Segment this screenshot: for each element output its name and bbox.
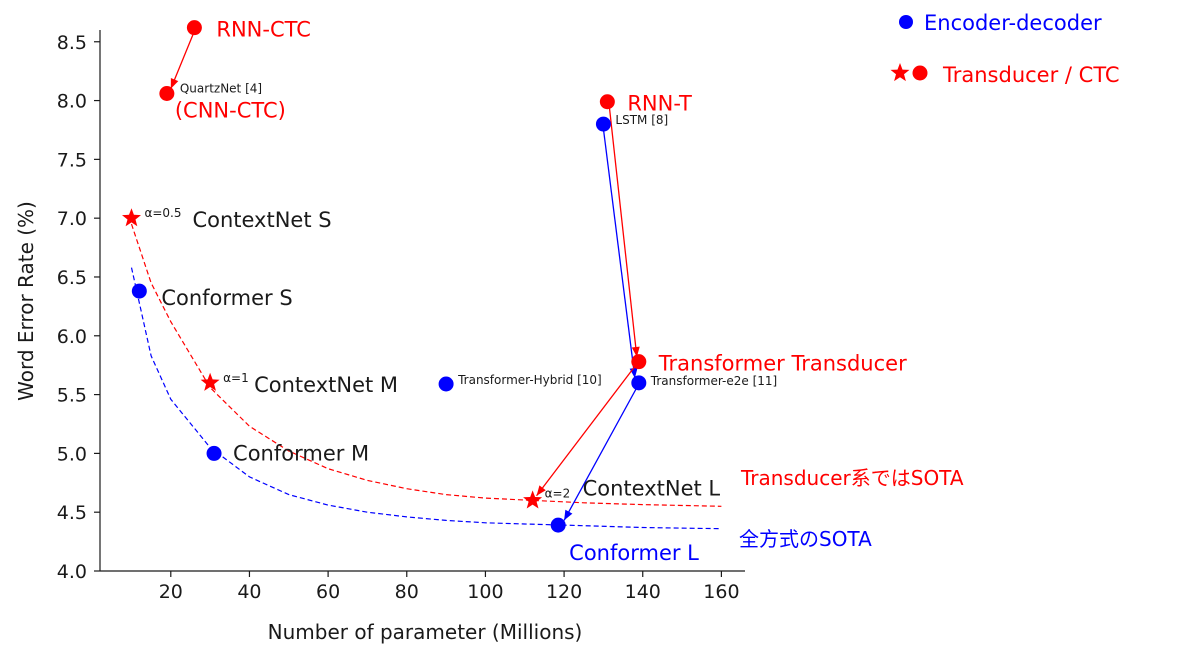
trend-curves xyxy=(130,223,722,530)
arrows xyxy=(170,30,640,521)
conformer-m-point-marker xyxy=(206,445,222,461)
plot-axes xyxy=(99,30,745,572)
rnn-t-point-marker xyxy=(599,94,615,110)
legend-encoder-decoder-label: Encoder-decoder xyxy=(924,11,1102,35)
quartznet-label: QuartzNet [4] xyxy=(180,82,262,96)
y-tick-label: 4.5 xyxy=(57,502,87,524)
x-tick-label: 20 xyxy=(159,581,183,603)
contextnet-m-alpha-label: α=1 xyxy=(223,371,249,385)
legend: Encoder-decoder Transducer / CTC xyxy=(890,11,1120,87)
y-ticks: 4.0 4.5 5.0 5.5 6.0 6.5 7.0 7.5 8.0 8.5 xyxy=(57,32,100,583)
quartznet-sublabel: (CNN-CTC) xyxy=(175,99,286,123)
lstm-to-transformer-e2e-arrow xyxy=(602,128,636,379)
rnn-t-label: RNN-T xyxy=(627,92,692,116)
y-tick-label: 7.0 xyxy=(57,208,87,230)
y-tick-label: 5.5 xyxy=(57,385,87,407)
x-ticks: 20 40 60 80 100 120 140 160 xyxy=(159,571,740,603)
y-tick-label: 7.5 xyxy=(57,149,87,171)
conformer-s-point-marker xyxy=(131,283,147,299)
conformer-m-label: Conformer M xyxy=(233,441,369,465)
legend-transducer-circle-marker xyxy=(912,65,928,81)
transformer-e2e-to-conformer-l-arrowhead xyxy=(564,509,573,521)
contextnet-l-label: ContextNet L xyxy=(583,476,721,500)
y-tick-label: 5.0 xyxy=(57,443,87,465)
x-axis-label: Number of parameter (Millions) xyxy=(268,620,583,644)
x-tick-label: 80 xyxy=(395,581,419,603)
conformer-s-label: Conformer S xyxy=(161,286,292,310)
transformer-e2e-to-conformer-l-arrow xyxy=(563,387,638,521)
rnn-t-to-transformer-transducer-arrow xyxy=(608,106,638,358)
x-tick-label: 60 xyxy=(316,581,340,603)
rnn-ctc-to-quartznet-arrowhead xyxy=(170,78,179,89)
y-tick-label: 6.5 xyxy=(57,267,87,289)
x-tick-label: 120 xyxy=(546,581,582,603)
legend-encoder-decoder-marker xyxy=(899,15,913,29)
x-tick-label: 140 xyxy=(625,581,661,603)
lstm-point-marker xyxy=(595,116,611,132)
annotation-transducer-sota: Transducer系ではSOTA xyxy=(740,466,964,490)
transformer-transducer-to-contextnet-l-arrowhead xyxy=(536,485,546,496)
rnn-ctc-point-marker xyxy=(186,20,202,36)
legend-transducer-ctc-label: Transducer / CTC xyxy=(942,63,1120,87)
data-points xyxy=(122,20,647,533)
x-tick-label: 40 xyxy=(237,581,261,603)
lstm-label: LSTM [8] xyxy=(615,113,668,127)
contextnet-l-alpha-label: α=2 xyxy=(545,486,571,500)
contextnet-m-star-marker xyxy=(200,372,220,391)
y-tick-label: 6.0 xyxy=(57,326,87,348)
transformer-hybrid-label: Transformer-Hybrid [10] xyxy=(457,373,602,387)
y-tick-label: 8.5 xyxy=(57,32,87,54)
transformer-transducer-label: Transformer Transducer xyxy=(658,352,907,376)
rnn-ctc-to-quartznet-arrow xyxy=(170,30,195,90)
y-axis-label: Word Error Rate (%) xyxy=(14,201,38,401)
transformer-e2e-label: Transformer-e2e [11] xyxy=(650,374,777,388)
y-tick-label: 4.0 xyxy=(57,561,87,583)
rnn-t-to-transformer-transducer-arrowhead xyxy=(631,346,640,357)
transformer-e2e-point-marker xyxy=(631,375,647,391)
x-tick-label: 100 xyxy=(467,581,503,603)
annotation-overall-sota: 全方式のSOTA xyxy=(739,527,872,551)
y-tick-label: 8.0 xyxy=(57,91,87,113)
rnn-ctc-label: RNN-CTC xyxy=(216,18,311,42)
contextnet-l-star-marker xyxy=(523,490,543,509)
contextnet-m-label: ContextNet M xyxy=(254,373,398,397)
contextnet-s-label: ContextNet S xyxy=(192,208,331,232)
legend-transducer-star-marker xyxy=(890,63,910,82)
x-tick-label: 160 xyxy=(703,581,739,603)
transformer-transducer-to-contextnet-l-arrow xyxy=(536,365,636,497)
conformer-l-label: Conformer L xyxy=(569,541,699,565)
transformer-hybrid-point-marker xyxy=(438,376,454,392)
conformer-l-point-marker xyxy=(550,517,566,533)
quartznet-point-marker xyxy=(159,86,175,102)
contextnet-s-star-marker xyxy=(122,208,141,227)
contextnet-trend-curve xyxy=(130,223,722,507)
contextnet-s-alpha-label: α=0.5 xyxy=(144,206,181,220)
transformer-transducer-point-marker xyxy=(631,354,647,370)
